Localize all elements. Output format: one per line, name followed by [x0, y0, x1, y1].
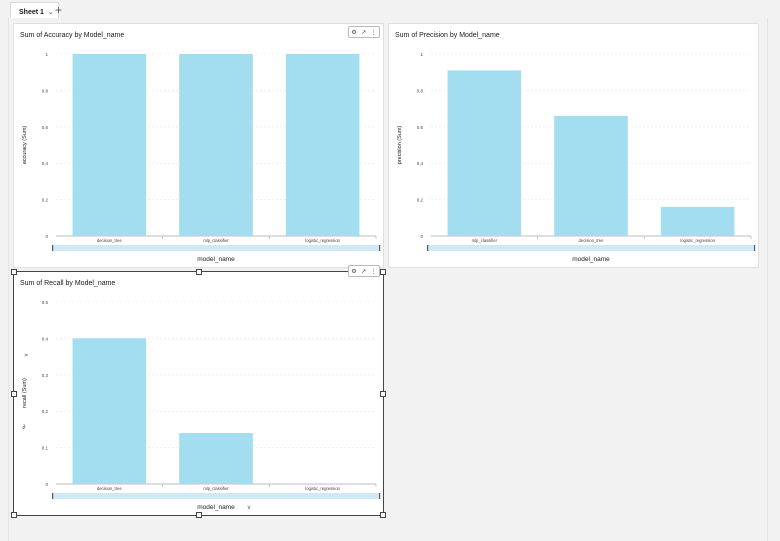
analysis-canvas: Sum of Accuracy by Model_name ⚙ ↗ ⋮ 0 0.2…: [8, 18, 768, 541]
x-axis-title: model_name: [572, 256, 610, 263]
bar: [72, 54, 147, 236]
x-axis-scrollbar: [52, 245, 380, 251]
scrollbar-handle-right: [379, 493, 381, 499]
x-axis-scrollbar: [52, 493, 380, 499]
scrollbar-handle-left: [427, 245, 429, 251]
x-tick-label: decision_tree: [97, 486, 123, 491]
x-tick-label: logistic_regression: [680, 238, 715, 243]
x-axis-title: model_name: [197, 504, 235, 511]
y-tick-label: 0.8: [417, 88, 424, 93]
x-tick-label: mlp_classifier: [203, 238, 229, 243]
visual-precision[interactable]: Sum of Precision by Model_name 0 0.2 0.4 0.…: [388, 23, 759, 268]
visual-title: Sum of Recall by Model_name: [20, 280, 116, 287]
x-axis-scrollbar: [427, 245, 755, 251]
y-tick-label: 0: [420, 234, 423, 239]
y-tick-label: 0.8: [42, 88, 49, 93]
visual-recall[interactable]: Sum of Recall by Model_name ⚙ ↗ ⋮ 0 0.1 0.…: [11, 265, 386, 518]
y-tick-label: 0.6: [417, 125, 424, 130]
x-tick-label: mlp_classifier: [472, 238, 498, 243]
x-tick-label: decision_tree: [97, 238, 123, 243]
sheet-tab-label: Sheet 1: [19, 8, 44, 16]
y-tick-label: 0.4: [42, 336, 49, 341]
bar: [179, 54, 253, 236]
y-tick-label: 0.2: [42, 409, 49, 414]
x-tick-label: decision_tree: [579, 238, 605, 243]
y-tick-label: 0.6: [42, 125, 49, 130]
y-tick-label: 0.1: [42, 446, 49, 451]
expand-icon[interactable]: ↗: [361, 29, 367, 36]
bar: [285, 54, 360, 236]
scrollbar-handle-right: [754, 245, 756, 251]
visual-accuracy[interactable]: Sum of Accuracy by Model_name ⚙ ↗ ⋮ 0 0.2…: [13, 23, 384, 268]
bar: [285, 483, 360, 484]
scrollbar-handle-left: [52, 493, 54, 499]
resize-handle[interactable]: [380, 391, 386, 397]
y-tick-label: 1: [45, 52, 48, 57]
bar: [179, 433, 253, 484]
y-tick-label: 0.4: [417, 161, 424, 166]
resize-handle[interactable]: [380, 269, 386, 275]
resize-handle[interactable]: [196, 269, 202, 275]
chevron-down-icon: ∨: [247, 505, 251, 511]
y-tick-label: 0.3: [42, 373, 49, 378]
x-tick-label: logistic_regression: [305, 486, 340, 491]
bar: [447, 70, 522, 236]
y-tick-label: 1: [420, 52, 423, 57]
field-format-icon: ∂: [23, 424, 26, 431]
x-tick-label: logistic_regression: [305, 238, 340, 243]
chevron-down-icon[interactable]: ⌄: [47, 9, 54, 16]
y-tick-label: 0.2: [417, 198, 424, 203]
visual-title: Sum of Accuracy by Model_name: [20, 32, 125, 39]
resize-handle[interactable]: [11, 512, 17, 518]
visual-toolbar: ⚙ ↗ ⋮: [348, 265, 380, 277]
accuracy-chart: 0 0.2 0.4 0.6 0.8 1 decision_tree mlp_classifie…: [22, 52, 381, 263]
y-axis-title: accuracy (Sum): [22, 126, 28, 165]
bar: [660, 206, 735, 236]
more-menu-icon[interactable]: ⋮: [370, 268, 377, 275]
resize-handle[interactable]: [11, 269, 17, 275]
x-axis-title: model_name: [197, 256, 235, 263]
y-tick-label: 0: [45, 482, 48, 487]
x-tick-label: mlp_classifier: [203, 486, 229, 491]
scrollbar-handle-left: [52, 245, 54, 251]
scrollbar-handle-right: [379, 245, 381, 251]
y-tick-label: 0.5: [42, 300, 49, 305]
bar: [554, 115, 628, 236]
visual-toolbar: ⚙ ↗ ⋮: [348, 26, 380, 38]
expand-icon[interactable]: ↗: [361, 268, 367, 275]
add-sheet-button[interactable]: +: [55, 3, 63, 17]
recall-chart: 0 0.1 0.2 0.3 0.4 0.5 decision_tree mlp_classif…: [22, 300, 381, 511]
y-tick-label: 0.2: [42, 198, 49, 203]
chevron-down-icon: ∨: [24, 353, 30, 357]
sheet-tab-bar: Sheet 1 ⌄ +: [0, 0, 780, 23]
y-tick-label: 0.4: [42, 161, 49, 166]
bar: [72, 338, 147, 484]
y-axis-title: recall (Sum): [22, 378, 28, 408]
precision-chart: 0 0.2 0.4 0.6 0.8 1 mlp_classifier decision_tre…: [397, 52, 756, 263]
y-axis-title: precision (Sum): [397, 126, 403, 165]
resize-handle[interactable]: [380, 512, 386, 518]
resize-handle[interactable]: [11, 391, 17, 397]
visual-options-icon[interactable]: ⚙: [351, 29, 357, 36]
resize-handle[interactable]: [196, 512, 202, 518]
y-tick-label: 0: [45, 234, 48, 239]
more-menu-icon[interactable]: ⋮: [370, 29, 377, 36]
visual-title: Sum of Precision by Model_name: [395, 32, 500, 39]
visual-options-icon[interactable]: ⚙: [351, 268, 357, 275]
